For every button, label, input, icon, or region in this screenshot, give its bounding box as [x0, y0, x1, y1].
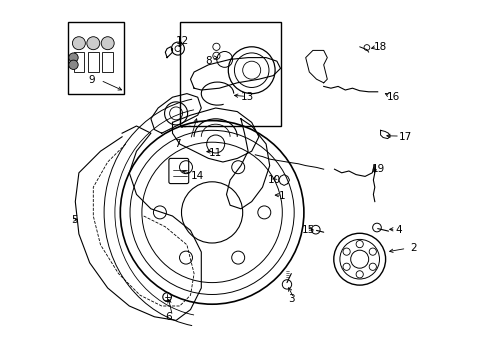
Text: 17: 17: [399, 132, 412, 142]
Text: 2: 2: [409, 243, 416, 253]
Text: 10: 10: [267, 175, 281, 185]
Text: 5: 5: [71, 215, 78, 225]
Text: 9: 9: [88, 75, 95, 85]
Text: 4: 4: [395, 225, 402, 235]
Text: 3: 3: [287, 294, 294, 304]
Circle shape: [72, 37, 85, 50]
Text: 11: 11: [208, 148, 221, 158]
Bar: [73, 52, 84, 72]
Text: 15: 15: [302, 225, 315, 235]
Text: 6: 6: [165, 312, 172, 322]
Circle shape: [87, 37, 100, 50]
Bar: [179, 22, 280, 126]
Bar: [68, 22, 123, 94]
Text: 13: 13: [241, 92, 254, 102]
FancyBboxPatch shape: [168, 158, 188, 184]
Circle shape: [69, 53, 78, 62]
Circle shape: [101, 37, 114, 50]
Circle shape: [69, 60, 78, 69]
Bar: [88, 52, 99, 72]
Text: 16: 16: [386, 92, 399, 102]
Text: 12: 12: [176, 36, 189, 46]
Bar: [102, 52, 113, 72]
Text: 8: 8: [204, 56, 211, 66]
Text: 18: 18: [373, 42, 386, 52]
Text: 19: 19: [371, 164, 385, 174]
Text: 1: 1: [278, 191, 285, 201]
Text: 14: 14: [190, 171, 203, 181]
Text: 7: 7: [174, 139, 181, 149]
